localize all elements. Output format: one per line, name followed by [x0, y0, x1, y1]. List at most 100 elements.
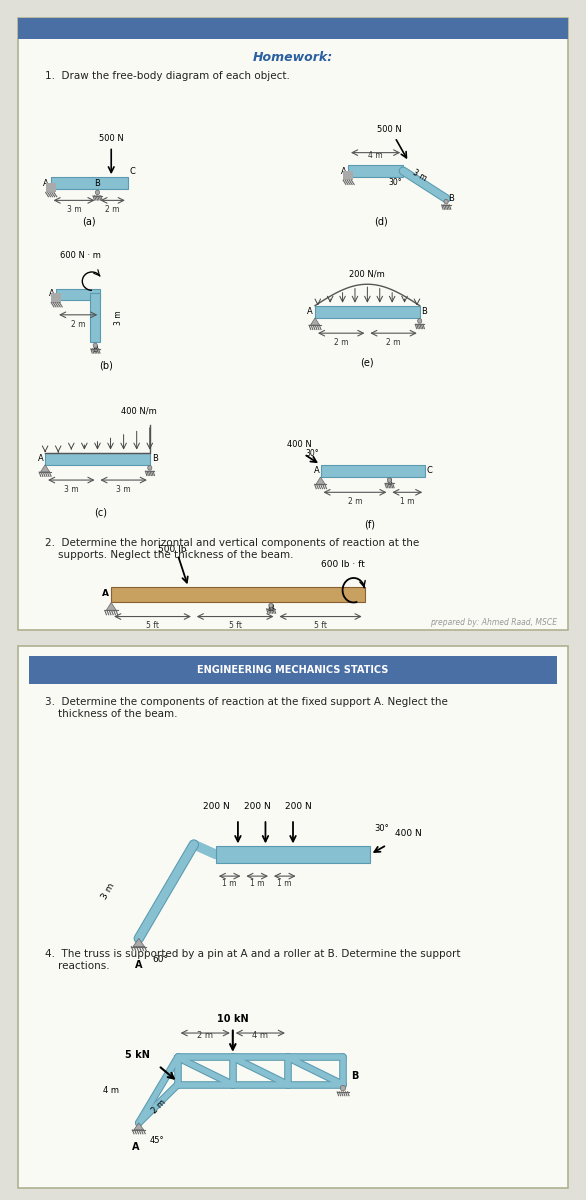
Text: A: A	[101, 589, 108, 598]
Text: 60°: 60°	[152, 955, 169, 964]
Circle shape	[444, 199, 448, 204]
Text: (c): (c)	[94, 508, 107, 517]
Circle shape	[148, 466, 152, 470]
Text: B: B	[351, 1072, 359, 1081]
Text: 1 m: 1 m	[278, 878, 292, 888]
Text: 200 N/m: 200 N/m	[349, 269, 385, 278]
Bar	[90, 293, 100, 342]
Text: 10 kN: 10 kN	[217, 1014, 248, 1024]
Text: 3 m: 3 m	[67, 205, 81, 215]
Circle shape	[340, 1086, 346, 1091]
Text: 30°: 30°	[305, 449, 319, 458]
Polygon shape	[133, 938, 145, 947]
Text: 4 m: 4 m	[104, 1086, 120, 1094]
Text: 200 N: 200 N	[285, 802, 312, 811]
Text: 5 ft: 5 ft	[146, 622, 159, 630]
Circle shape	[93, 343, 97, 348]
Text: 5 ft: 5 ft	[229, 622, 241, 630]
Text: 2 m: 2 m	[197, 1032, 213, 1040]
Text: 2 m: 2 m	[334, 338, 349, 347]
Text: B: B	[386, 479, 393, 487]
Bar	[51, 293, 61, 302]
Text: C: C	[130, 167, 135, 176]
Text: 3.  Determine the components of reaction at the fixed support A. Neglect the
   : 3. Determine the components of reaction …	[45, 697, 448, 719]
Text: 45°: 45°	[150, 1136, 165, 1146]
Text: Homework:: Homework:	[253, 52, 333, 65]
Text: A: A	[38, 454, 44, 463]
Text: 3 m: 3 m	[64, 485, 79, 494]
Text: 4 m: 4 m	[369, 151, 383, 160]
Text: 400 N: 400 N	[287, 440, 311, 449]
Polygon shape	[106, 602, 116, 611]
Polygon shape	[311, 318, 319, 325]
Text: B: B	[268, 605, 274, 613]
Text: 1 m: 1 m	[400, 497, 414, 506]
Text: 3 m: 3 m	[411, 168, 428, 184]
Bar	[321, 464, 425, 476]
Text: 3 m: 3 m	[114, 311, 123, 325]
Text: 3 m: 3 m	[100, 882, 117, 901]
Text: A: A	[135, 960, 142, 970]
Text: B: B	[152, 454, 158, 463]
Text: 5 kN: 5 kN	[125, 1050, 150, 1060]
Text: (e): (e)	[360, 358, 374, 367]
Text: B: B	[94, 179, 100, 187]
Text: 2 m: 2 m	[71, 319, 86, 329]
Polygon shape	[134, 1123, 144, 1130]
Text: 600 N · m: 600 N · m	[60, 251, 101, 259]
Text: 2 m: 2 m	[105, 205, 120, 215]
FancyBboxPatch shape	[18, 646, 568, 1188]
Text: 1 m: 1 m	[223, 878, 237, 888]
Text: A: A	[49, 289, 55, 298]
Circle shape	[269, 604, 273, 608]
Text: 4 m: 4 m	[253, 1032, 268, 1040]
Bar	[216, 846, 370, 863]
Polygon shape	[40, 464, 50, 472]
Bar	[348, 164, 403, 178]
Bar	[45, 452, 150, 464]
Bar	[50, 178, 128, 190]
Text: C: C	[427, 467, 432, 475]
Bar	[111, 587, 364, 602]
Bar	[56, 288, 100, 300]
Text: A: A	[314, 467, 319, 475]
Text: B: B	[421, 307, 427, 317]
Text: 30°: 30°	[374, 823, 389, 833]
Text: 2 m: 2 m	[347, 497, 362, 506]
Circle shape	[96, 190, 100, 194]
Text: B: B	[448, 194, 454, 203]
Polygon shape	[316, 476, 325, 485]
Text: 600 lb · ft: 600 lb · ft	[321, 559, 364, 569]
Text: 2 m: 2 m	[386, 338, 401, 347]
Text: 200 N: 200 N	[244, 802, 271, 811]
Text: 200 N: 200 N	[203, 802, 229, 811]
Text: 500 N: 500 N	[99, 134, 124, 144]
Bar	[343, 170, 353, 180]
Text: 400 N/m: 400 N/m	[121, 407, 156, 415]
Text: A: A	[43, 179, 49, 187]
Text: 500 N: 500 N	[377, 125, 402, 134]
Text: (f): (f)	[364, 520, 376, 530]
Bar	[18, 18, 568, 40]
Text: A: A	[307, 307, 313, 317]
FancyBboxPatch shape	[18, 18, 568, 630]
Bar	[46, 184, 56, 192]
Bar	[29, 656, 557, 684]
Text: A: A	[341, 167, 347, 175]
Text: 3 m: 3 m	[116, 485, 131, 494]
Bar	[315, 306, 420, 318]
Circle shape	[418, 319, 422, 323]
Text: prepared by: Ahmed Raad, MSCE: prepared by: Ahmed Raad, MSCE	[430, 618, 557, 626]
Text: (b): (b)	[99, 361, 113, 371]
Text: A: A	[132, 1142, 139, 1152]
Text: 400 N: 400 N	[395, 829, 422, 838]
Text: 1 m: 1 m	[250, 878, 264, 888]
Text: 500 lb: 500 lb	[158, 545, 186, 553]
Text: 5 ft: 5 ft	[314, 622, 327, 630]
Text: ENGINEERING MECHANICS STATICS: ENGINEERING MECHANICS STATICS	[197, 665, 389, 676]
Text: 30°: 30°	[388, 179, 402, 187]
Text: 2.  Determine the horizontal and vertical components of reaction at the
    supp: 2. Determine the horizontal and vertical…	[45, 538, 420, 559]
Text: 2 m: 2 m	[150, 1098, 168, 1116]
Text: (a): (a)	[83, 217, 96, 227]
Text: 1.  Draw the free-body diagram of each object.: 1. Draw the free-body diagram of each ob…	[45, 71, 290, 82]
